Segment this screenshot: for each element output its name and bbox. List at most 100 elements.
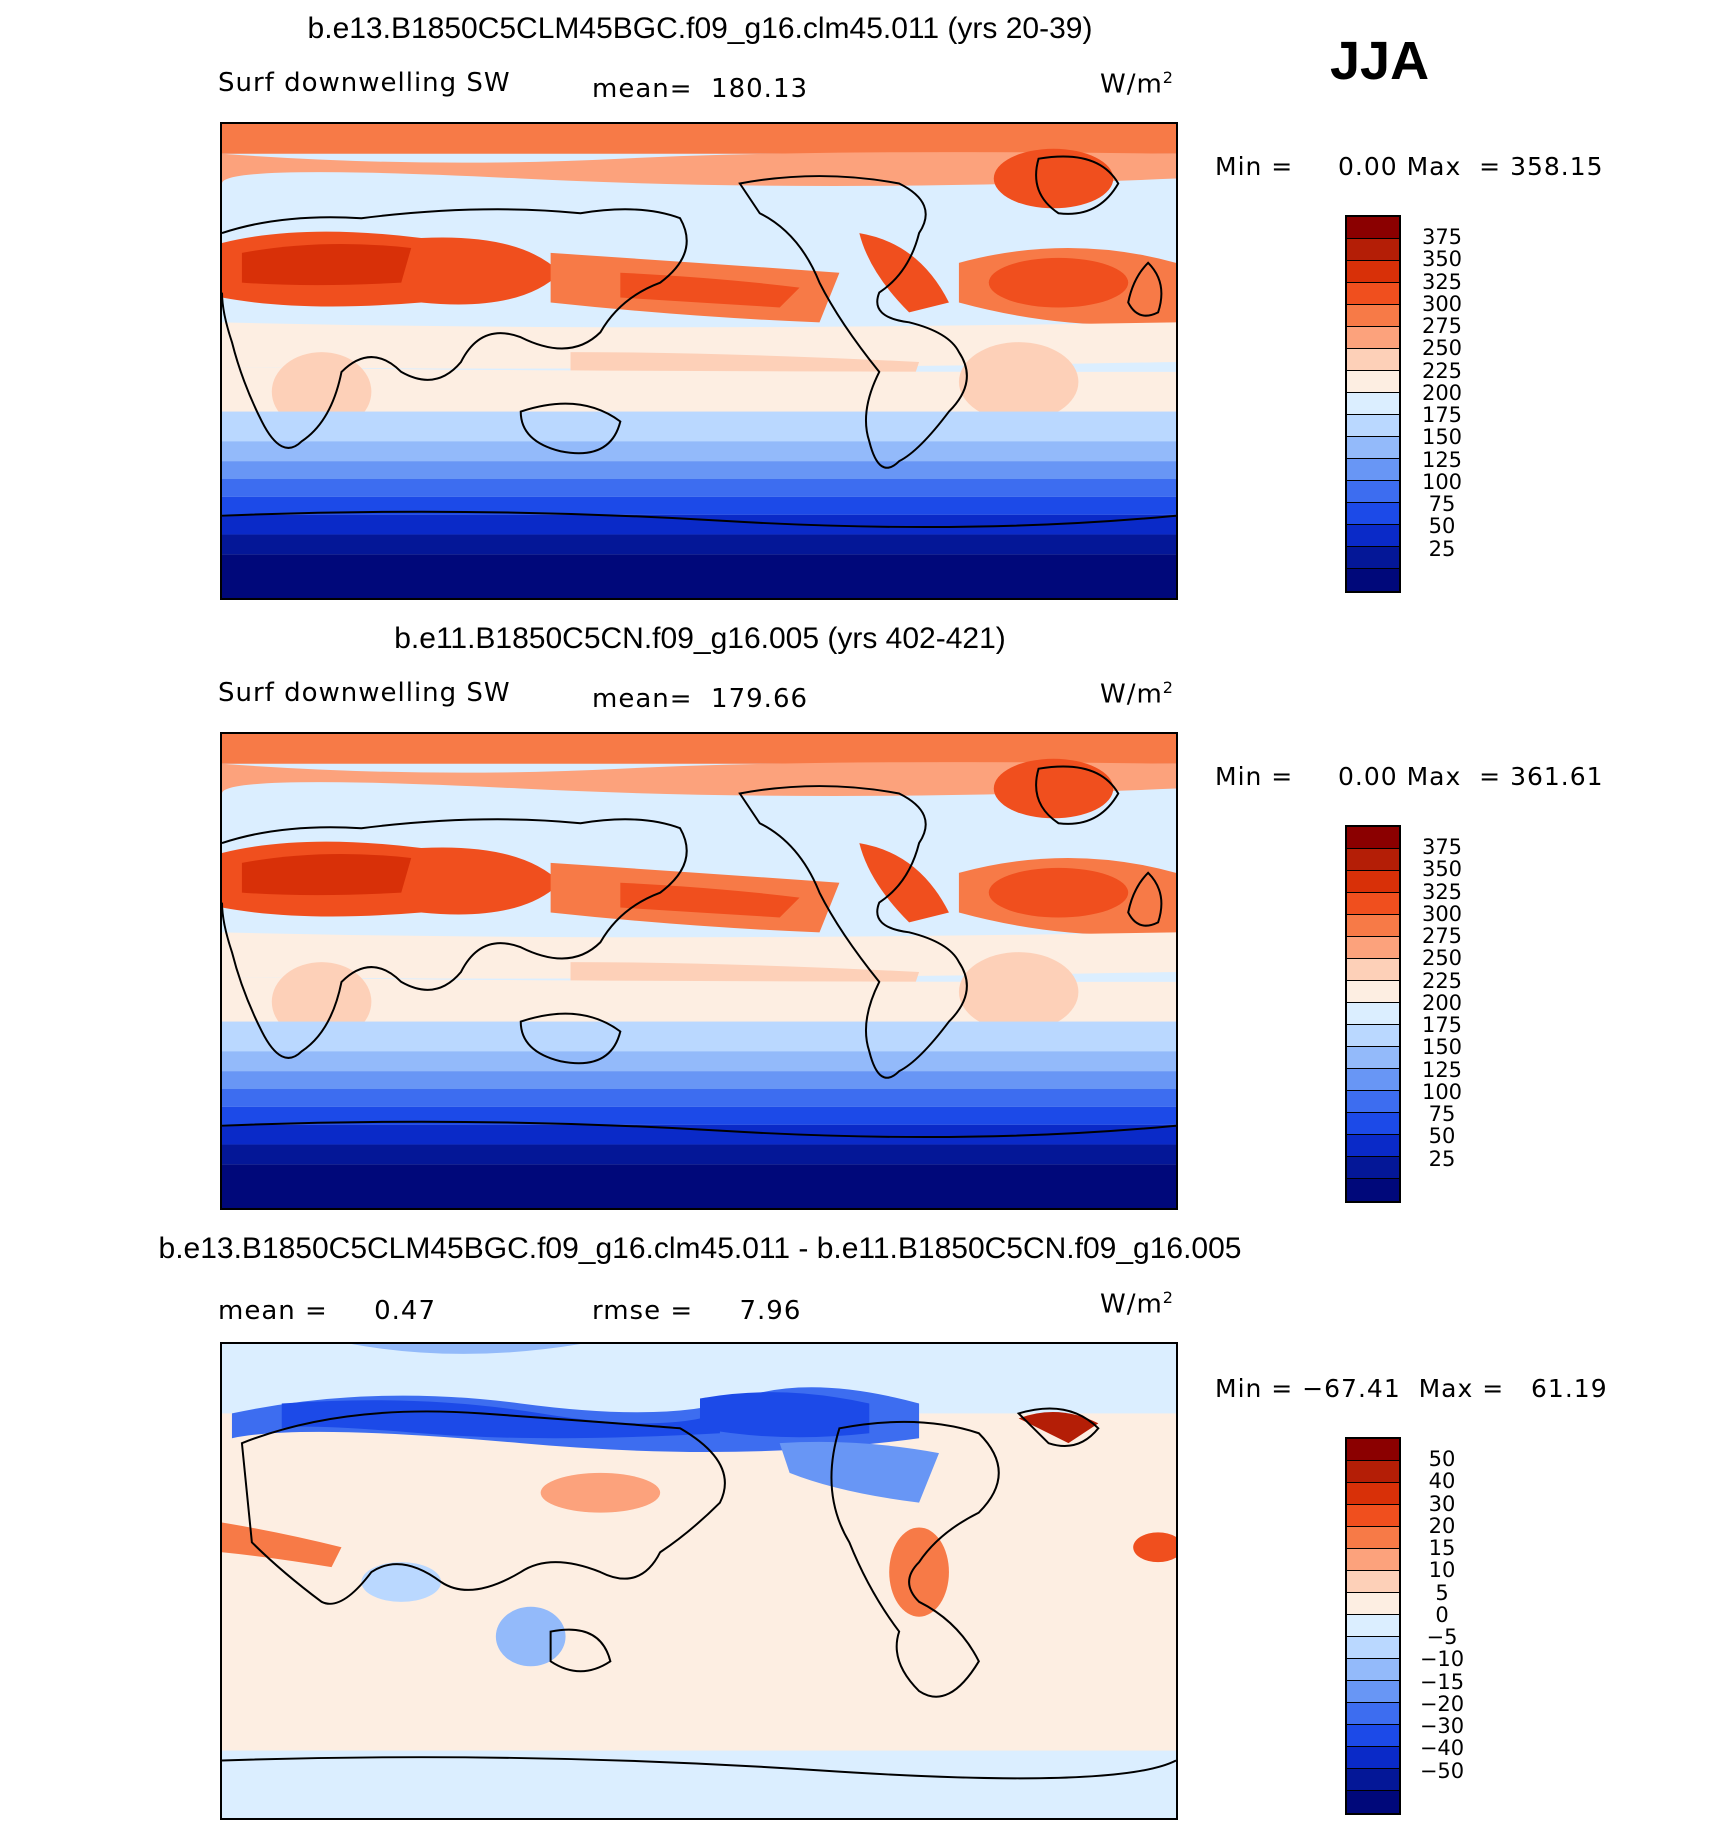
colorbar-swatch [1347,959,1399,981]
colorbar-tick-label: 10 [1428,1558,1456,1583]
panel3-colorbar [1345,1437,1401,1815]
colorbar-swatch [1347,371,1399,393]
colorbar-tick-label: 50 [1428,1124,1456,1149]
colorbar-tick-label: 75 [1428,492,1456,517]
colorbar-tick-label: 40 [1428,1469,1456,1494]
colorbar-tick-label: 100 [1421,1079,1463,1104]
colorbar-swatch [1347,1593,1399,1615]
colorbar-tick-label: 325 [1421,269,1463,294]
panel1-mean-label: mean= 180.13 [592,74,809,104]
colorbar-swatch [1347,871,1399,893]
colorbar-swatch [1347,1483,1399,1505]
colorbar-swatch [1347,1003,1399,1025]
colorbar-swatch [1347,1747,1399,1769]
colorbar-tick-label: 75 [1428,1102,1456,1127]
colorbar-swatch [1347,1461,1399,1483]
panel3-rmse-label: rmse = 7.96 [592,1296,802,1326]
colorbar-tick-label: 300 [1421,291,1463,316]
colorbar-swatch [1347,547,1399,569]
panel2-mean-label: mean= 179.66 [592,684,809,714]
colorbar-tick-label: 5 [1435,1580,1449,1605]
colorbar-swatch [1347,1681,1399,1703]
colorbar-swatch [1347,937,1399,959]
colorbar-swatch [1347,1135,1399,1157]
colorbar-tick-label: 375 [1421,225,1463,250]
colorbar-tick-label: 375 [1421,835,1463,860]
colorbar-swatch [1347,1769,1399,1791]
colorbar-tick-label: 175 [1421,403,1463,428]
panel3-title: b.e13.B1850C5CLM45BGC.f09_g16.clm45.011 … [158,1232,1242,1265]
colorbar-swatch [1347,1439,1399,1461]
colorbar-swatch [1347,1069,1399,1091]
colorbar-tick-label: −10 [1419,1647,1465,1672]
colorbar-swatch [1347,349,1399,371]
colorbar-swatch [1347,481,1399,503]
panel2-map [220,732,1178,1210]
season-label: JJA [1330,31,1430,91]
panel3-min-max: Min = −67.41 Max = 61.19 [1215,1374,1608,1403]
colorbar-swatch [1347,415,1399,437]
colorbar-swatch [1347,503,1399,525]
colorbar-tick-label: 175 [1421,1013,1463,1038]
colorbar-tick-label: 200 [1421,990,1463,1015]
colorbar-tick-label: 50 [1428,514,1456,539]
colorbar-swatch [1347,1615,1399,1637]
panel2-title: b.e11.B1850C5CN.f09_g16.005 (yrs 402-421… [394,622,1006,655]
colorbar-swatch [1347,1725,1399,1747]
colorbar-swatch [1347,1549,1399,1571]
colorbar-swatch [1347,1091,1399,1113]
colorbar-tick-label: 25 [1428,1146,1456,1171]
colorbar-swatch [1347,261,1399,283]
panel2-colorbar [1345,825,1401,1203]
colorbar-swatch [1347,1047,1399,1069]
colorbar-tick-label: 25 [1428,536,1456,561]
colorbar-tick-label: 150 [1421,1035,1463,1060]
colorbar-swatch [1347,525,1399,547]
colorbar-tick-label: −5 [1426,1625,1458,1650]
colorbar-swatch [1347,569,1399,591]
colorbar-tick-label: 50 [1428,1447,1456,1472]
colorbar-swatch [1347,1703,1399,1725]
colorbar-swatch [1347,283,1399,305]
colorbar-swatch [1347,981,1399,1003]
colorbar-swatch [1347,1571,1399,1593]
colorbar-tick-label: 275 [1421,314,1463,339]
colorbar-tick-label: −15 [1419,1669,1465,1694]
colorbar-swatch [1347,239,1399,261]
colorbar-swatch [1347,1025,1399,1047]
panel2-min-max: Min = 0.00 Max = 361.61 [1215,762,1604,791]
colorbar-tick-label: −50 [1419,1758,1465,1783]
panel1-colorbar [1345,215,1401,593]
colorbar-tick-label: 150 [1421,425,1463,450]
colorbar-tick-label: 350 [1421,247,1463,272]
colorbar-tick-label: 275 [1421,924,1463,949]
colorbar-swatch [1347,893,1399,915]
colorbar-swatch [1347,1659,1399,1681]
colorbar-swatch [1347,217,1399,239]
colorbar-tick-label: −30 [1419,1714,1465,1739]
colorbar-tick-label: 350 [1421,857,1463,882]
colorbar-tick-label: 0 [1435,1602,1449,1627]
panel1-units: W/m2 [1100,68,1174,100]
colorbar-tick-label: 325 [1421,879,1463,904]
panel1-map [220,122,1178,600]
colorbar-tick-label: −40 [1419,1736,1465,1761]
colorbar-tick-label: 250 [1421,946,1463,971]
panel1-title: b.e13.B1850C5CLM45BGC.f09_g16.clm45.011 … [307,12,1093,45]
colorbar-swatch [1347,1527,1399,1549]
colorbar-tick-label: 15 [1428,1536,1456,1561]
colorbar-swatch [1347,1157,1399,1179]
colorbar-swatch [1347,393,1399,415]
colorbar-swatch [1347,849,1399,871]
colorbar-tick-label: 200 [1421,380,1463,405]
panel1-min-max: Min = 0.00 Max = 358.15 [1215,152,1604,181]
colorbar-tick-label: 125 [1421,447,1463,472]
colorbar-swatch [1347,459,1399,481]
panel2-variable-label: Surf downwelling SW [218,678,511,708]
panel3-units: W/m2 [1100,1288,1174,1320]
colorbar-swatch [1347,1179,1399,1201]
colorbar-swatch [1347,437,1399,459]
colorbar-tick-label: 100 [1421,469,1463,494]
colorbar-swatch [1347,305,1399,327]
colorbar-swatch [1347,1791,1399,1813]
